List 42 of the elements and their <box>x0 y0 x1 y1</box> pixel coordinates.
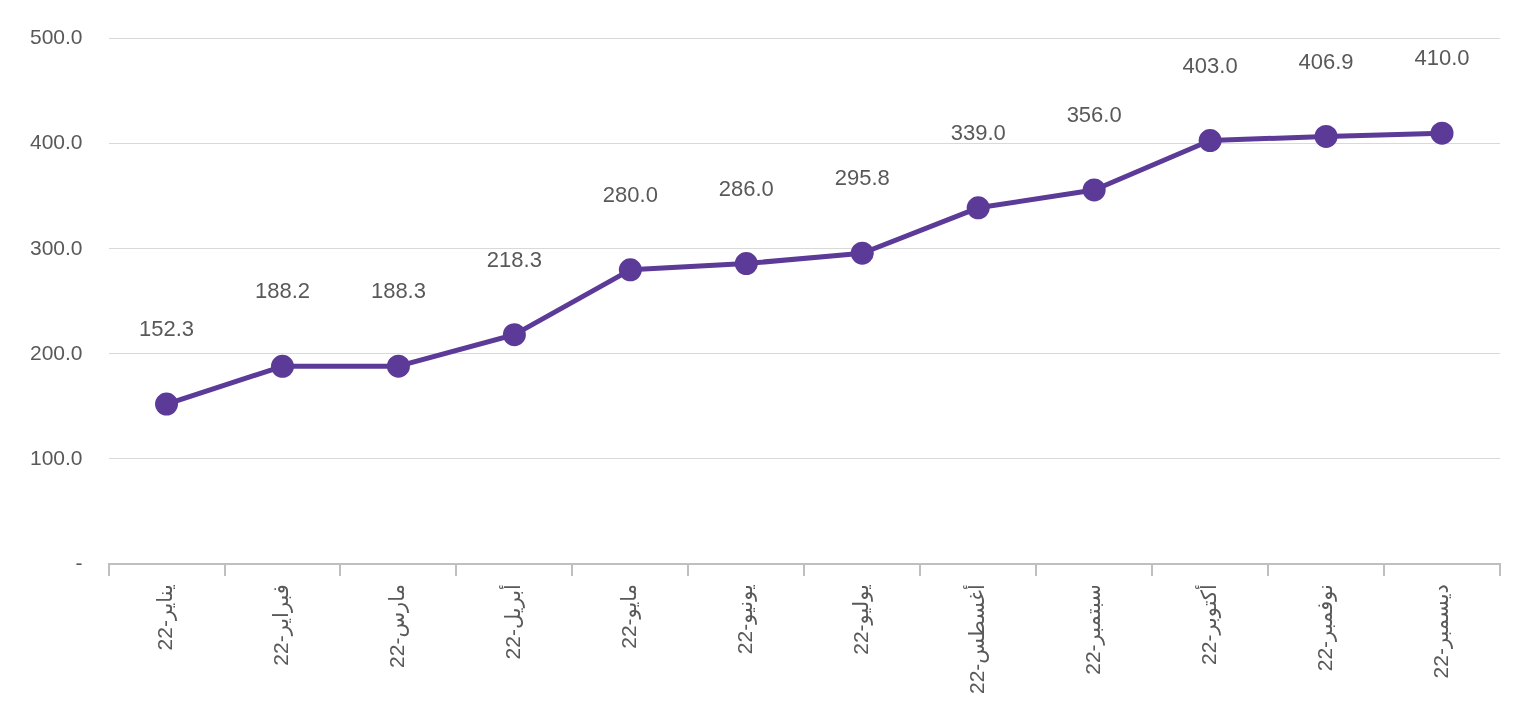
x-tick-label: مايو-22 <box>617 584 642 649</box>
x-tick-label: أغسطس-22 <box>963 584 989 694</box>
data-label: 403.0 <box>1182 52 1238 78</box>
x-tick-label: يوليو-22 <box>849 583 874 655</box>
point <box>618 258 642 282</box>
y-tick-label: 300.0 <box>29 235 83 259</box>
point <box>270 354 294 378</box>
point <box>502 323 526 347</box>
point <box>1082 178 1106 202</box>
point <box>966 196 990 220</box>
data-label: 406.9 <box>1298 48 1354 74</box>
point <box>1198 129 1222 153</box>
data-label: 280.0 <box>602 181 658 207</box>
point <box>1430 121 1454 145</box>
point <box>155 392 179 416</box>
data-label: 188.2 <box>254 278 311 304</box>
data-label: 410.0 <box>1414 45 1470 71</box>
x-tick-label: مارس-22 <box>385 584 410 668</box>
data-label: 152.3 <box>139 316 195 342</box>
data-label: 218.3 <box>486 246 542 272</box>
x-tick-label: أكتوبر-22 <box>1194 584 1221 665</box>
x-tick-label: فبراير-22 <box>269 584 294 666</box>
data-label: 339.0 <box>950 119 1006 145</box>
x-tick-label: نوفمبر-22 <box>1312 584 1337 672</box>
y-tick-label: 400.0 <box>29 130 83 154</box>
point <box>386 354 410 378</box>
point <box>850 241 874 265</box>
point <box>734 252 758 276</box>
y-tick-label: 100.0 <box>29 445 83 469</box>
data-label: 356.0 <box>1066 102 1122 128</box>
x-tick-label: يونيو-22 <box>733 583 758 655</box>
y-tick-label: - <box>75 550 83 574</box>
data-label: 295.8 <box>834 165 890 191</box>
y-tick-label: 200.0 <box>29 340 83 364</box>
x-tick-label: ديسمبر-22 <box>1428 584 1453 679</box>
x-tick-label: يناير-22 <box>153 583 178 651</box>
data-label: 188.3 <box>370 278 426 304</box>
data-label: 286.0 <box>718 175 774 201</box>
x-tick-label: سبتمبر-22 <box>1080 584 1105 675</box>
point <box>1314 124 1338 148</box>
x-tick-label: أبريل-22 <box>499 584 526 660</box>
y-tick-label: 500.0 <box>29 25 83 49</box>
